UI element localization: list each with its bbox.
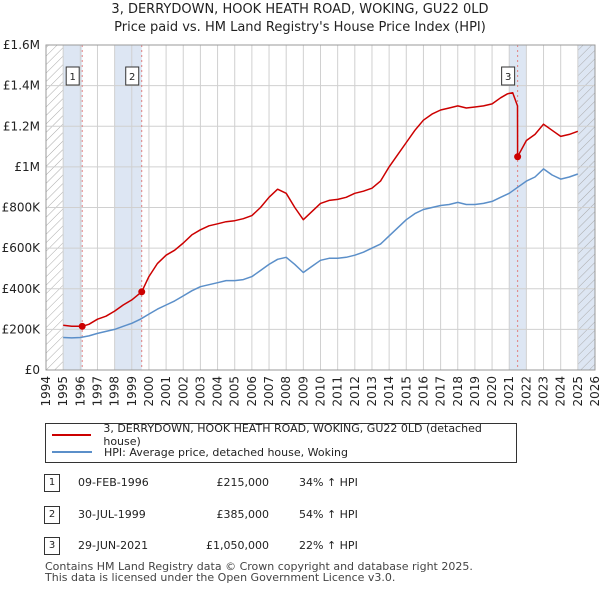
x-tick-label: 1996 [73,376,87,407]
x-tick-label: 2017 [434,376,448,407]
transaction-price: £1,050,000 [206,539,269,552]
x-tick-label: 2013 [365,376,379,407]
plot-frame [45,44,596,371]
price-chart: £0 £200K £400K £600K £800K £1M £1.2M £1.4M £1.6M… [2,38,600,407]
y-tick-label: £1.2M [3,119,40,133]
sale-point [514,153,522,161]
x-tick-label: 2018 [451,376,465,407]
transaction-date: 30-JUL-1999 [78,508,146,521]
x-tick-label: 2000 [142,376,156,407]
y-tick-label: £200K [2,322,42,336]
x-tick-label: 2014 [382,376,396,407]
x-tick-label: 2024 [554,376,568,407]
x-tick-label: 2023 [537,376,551,407]
y-tick-label: £0 [25,363,40,377]
y-tick-label: £800K [2,201,42,215]
sale-point [138,288,146,296]
x-tick-label: 2019 [468,376,482,407]
x-tick-label: 2022 [519,376,533,407]
x-tick-label: 2012 [348,376,362,407]
sale-badge-label: 3 [505,72,511,83]
transaction-date: 09-FEB-1996 [78,476,149,489]
x-tick-label: 1995 [56,376,70,407]
x-tick-label: 2020 [485,376,499,407]
property-series-line [63,91,579,328]
x-tick-label: 2003 [193,376,207,407]
transaction-price: £385,000 [216,508,270,521]
x-tick-label: 2011 [331,376,345,407]
x-tick-label: 2015 [399,376,413,407]
legend-swatch-property [52,434,92,436]
x-tick-label: 2004 [211,376,225,407]
sale-badge-label: 1 [70,72,76,83]
transaction-badge: 2 [44,506,60,524]
legend-item-hpi: HPI: Average price, detached house, Woki… [52,444,348,460]
legend: 3, DERRYDOWN, HOOK HEATH ROAD, WOKING, G… [45,422,517,463]
legend-swatch-hpi [52,451,92,453]
y-tick-label: £400K [2,282,42,296]
x-tick-label: 2006 [245,376,259,407]
legend-label-hpi: HPI: Average price, detached house, Woki… [104,445,348,459]
transaction-hpi: 34% ↑ HPI [299,476,358,489]
footer-copyright: Contains HM Land Registry data © Crown c… [45,560,473,573]
sale-badge [65,66,80,86]
hpi-series-line [63,168,579,339]
y-tick-label: £600K [2,241,42,255]
legend-label-property: 3, DERRYDOWN, HOOK HEATH ROAD, WOKING, G… [103,422,482,448]
footer-license: This data is licensed under the Open Gov… [45,571,396,584]
sale-badge [125,66,140,86]
transaction-badge: 3 [44,537,60,555]
x-tick-label: 1999 [125,376,139,407]
transaction-hpi: 54% ↑ HPI [299,508,358,521]
x-tick-label: 1998 [108,376,122,407]
x-tick-label: 2001 [159,376,173,407]
x-tick-label: 1997 [90,376,104,407]
x-tick-label: 2008 [279,376,293,407]
x-tick-label: 1994 [39,376,53,407]
sale-badge [501,66,516,86]
x-tick-label: 2025 [571,376,585,407]
y-tick-label: £1.6M [3,38,40,52]
transaction-date: 29-JUN-2021 [78,539,149,552]
chart-title: 3, DERRYDOWN, HOOK HEATH ROAD, WOKING, G… [111,2,489,17]
sale-point [78,322,86,330]
y-tick-label: £1.4M [3,79,40,93]
x-tick-label: 2007 [262,376,276,407]
x-tick-label: 2009 [296,376,310,407]
transaction-hpi: 22% ↑ HPI [299,539,358,552]
x-tick-label: 2026 [588,376,600,407]
x-tick-label: 2010 [314,376,328,407]
sale-badge-label: 2 [129,72,135,83]
x-tick-label: 2002 [176,376,190,407]
legend-item-property: 3, DERRYDOWN, HOOK HEATH ROAD, WOKING, G… [52,422,516,448]
transaction-badge: 1 [44,474,60,492]
x-tick-label: 2016 [416,376,430,407]
x-tick-label: 2021 [502,376,516,407]
footer: Contains HM Land Registry data © Crown c… [45,561,473,583]
chart-subtitle: Price paid vs. HM Land Registry's House … [114,20,486,35]
y-tick-label: £1M [14,160,40,174]
x-tick-label: 2005 [228,376,242,407]
transaction-price: £215,000 [216,476,270,489]
